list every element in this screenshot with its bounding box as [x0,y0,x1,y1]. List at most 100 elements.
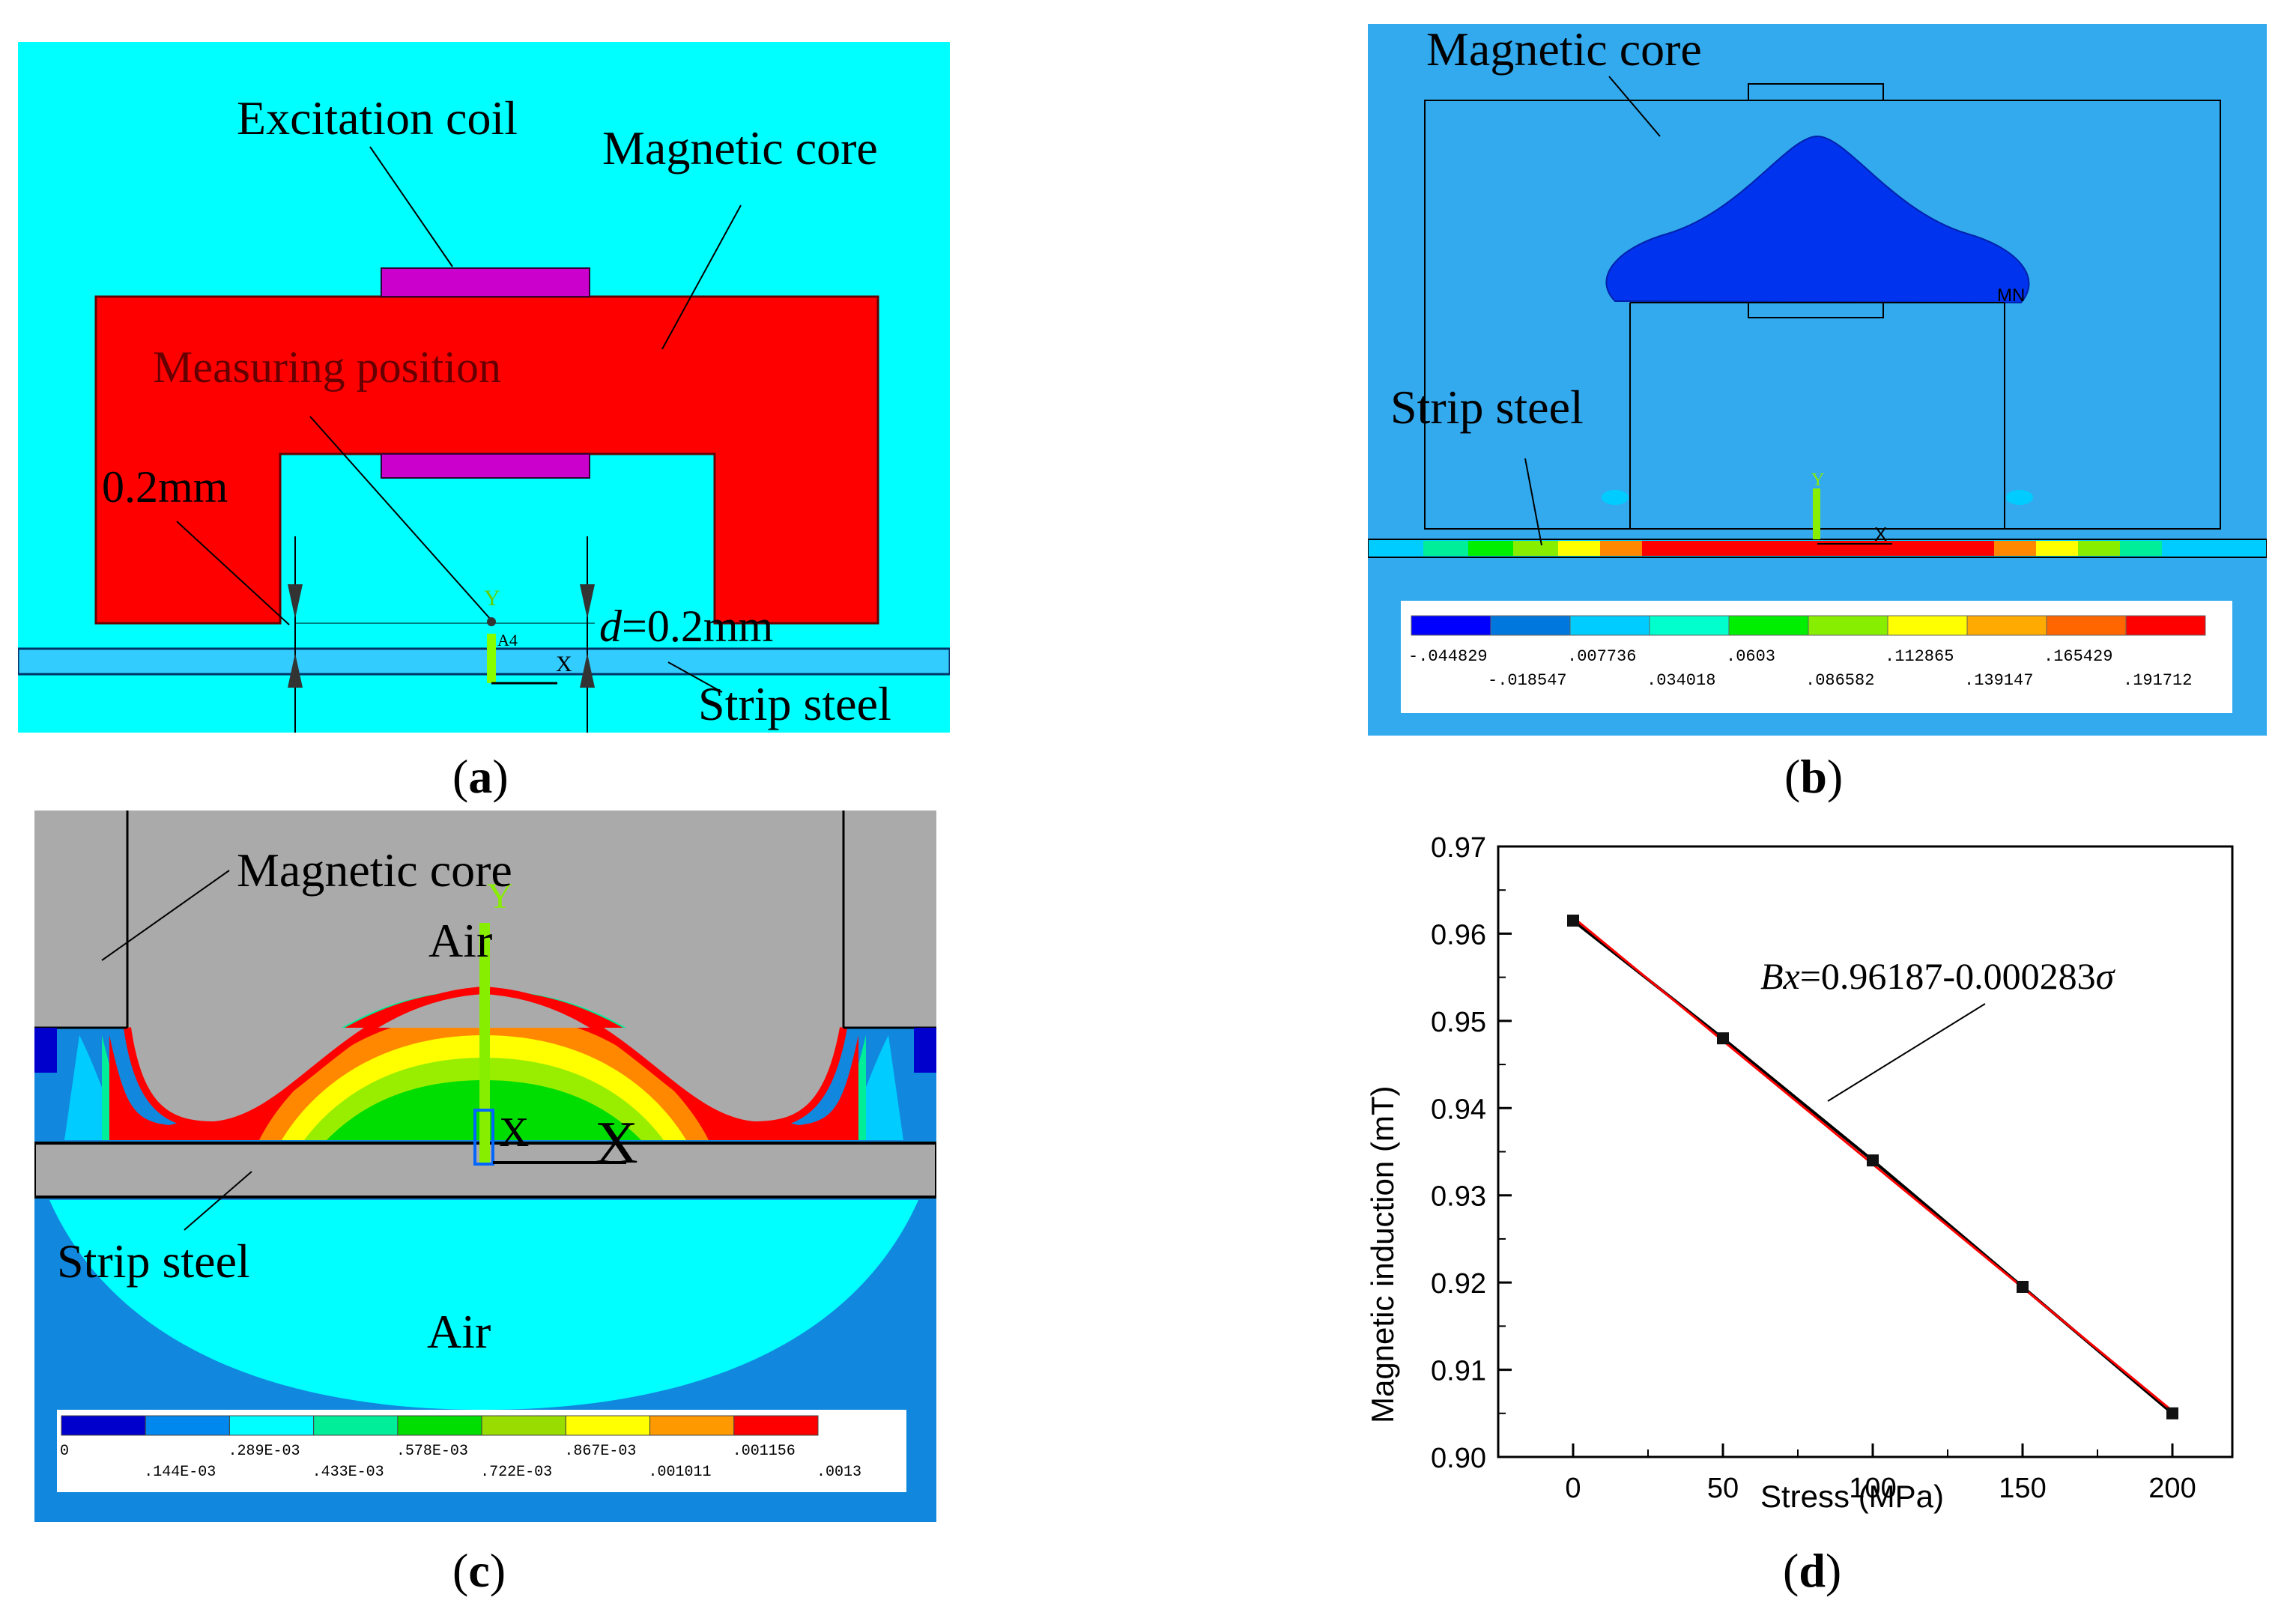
excitation-coil-top [381,267,590,297]
label-d-dimension: d=0.2mm [599,604,773,649]
caption-d: (d) [1783,1544,1842,1597]
corner-dark-left [34,1028,57,1073]
strip-band-1 [1423,541,1468,556]
gap-arrow-down [288,584,303,619]
caption-c: (c) [452,1544,506,1597]
magnetic-core [94,295,879,625]
equation-sigma: σ [2096,955,2116,997]
axis-x-label-b: X [1874,523,1887,545]
legend-c-swatch [397,1415,482,1436]
data-point [2166,1407,2178,1420]
legend-c-swatch [565,1415,651,1436]
axis-x-label: X [556,652,572,676]
legend-b-label-bottom: .086582 [1805,671,1874,690]
legend-c-label-bottom: .0013 [817,1464,861,1481]
y-axis-label: Magnetic induction (mT) [1365,1086,1400,1424]
axis-y-arrow-b [1813,488,1820,539]
legend-c-label-top: .289E-03 [228,1443,300,1460]
legend-b-label-bottom: .034018 [1647,671,1715,690]
core-frame [34,811,936,1028]
panel-a: Y X A4 Excitation coil Magnetic core Mea… [18,42,950,733]
legend-b-label-bottom: -.018547 [1488,671,1567,690]
panel-c-drawing: Y X X 0 .289E-03 .578E-03 .867E-03 .001156 .1… [34,811,936,1522]
label-gap: 0.2mm [102,462,228,512]
leg-tip-right [2006,490,2033,505]
label-excitation-coil: Excitation coil [237,91,518,145]
legend-c-label-top: .578E-03 [396,1443,468,1460]
mn-label: MN [1997,285,2025,306]
legend-b-swatch [1808,615,1888,636]
excitation-coil-leader [369,146,453,267]
x-axis-label: Stress (MPa) [1760,1479,1944,1514]
y-ticks: 0.90 0.91 0.92 0.93 0.94 0.95 0.96 0.97 [1431,832,1512,1474]
axis-y-label-c: Y [487,876,513,916]
magnetic-core-leader [661,204,742,350]
axis-y-label: Y [484,586,500,610]
legend-b-swatch [2125,615,2206,636]
strip-steel-leader-c [184,1171,252,1231]
magnetic-core-leader-b [1608,76,1661,137]
strip-band-3 [1513,541,1558,556]
strip-band-5 [1600,541,1642,556]
legend-c-label-top: 0 [60,1443,69,1460]
legend-c-label-bottom: .433E-03 [312,1464,384,1481]
strip-band-2 [1468,541,1513,556]
axis-y-label-b: Y [1811,470,1824,490]
y-tick-label: 0.91 [1431,1356,1486,1387]
caption-a: (a) [452,750,509,803]
d-arrow-up [580,653,595,688]
x-tick-label: 200 [2148,1473,2196,1504]
legend-b-swatch [1490,615,1571,636]
legend-c-label-top: .867E-03 [564,1443,636,1460]
data-point [1567,914,1579,927]
legend-b-swatch [1649,615,1730,636]
strip-band-8 [2036,541,2078,556]
legend-c-swatch [649,1415,735,1436]
axis-y-arrow [487,634,496,683]
gap-leader [176,521,290,625]
x-tick-label: 50 [1707,1473,1739,1504]
series-points [1567,914,2178,1420]
legend-b-swatch [1569,615,1650,636]
strip-band-4 [1558,541,1600,556]
strip-steel-leader [667,661,723,693]
legend-c-swatch [228,1415,315,1436]
equation-annotation: Bx=0.96187-0.000283σ [1760,955,2116,997]
legend-b-label-top: -.044829 [1408,647,1488,666]
strip-band-7 [1994,541,2036,556]
legend-b-label-bottom: .139147 [1964,671,2033,690]
node-label: A4 [497,631,518,649]
excitation-coil-bottom [381,453,590,479]
axis-x-label-c2: X [595,1110,638,1176]
panel-d: 0.90 0.91 0.92 0.93 0.94 0.95 0.96 0.97 0 50 100 1… [1333,809,2277,1551]
strip-steel [18,647,950,676]
data-point [2017,1280,2029,1293]
probe-outline [473,1109,494,1166]
y-tick-label: 0.92 [1431,1268,1486,1300]
legend-c-label-bottom: .144E-03 [144,1464,216,1481]
y-tick-label: 0.95 [1431,1007,1486,1038]
legend-b-label-bottom: .191712 [2123,671,2192,690]
legend-b-swatch [1966,615,2047,636]
legend-c-swatch [145,1415,230,1436]
legend-b-swatch [1728,615,1809,636]
legend-b-swatch [1887,615,1968,636]
axis-x-label-c1: X [499,1109,529,1156]
y-tick-label: 0.90 [1431,1443,1486,1474]
label-d-symbol: d [599,602,622,651]
strip-band-10 [2120,541,2162,556]
x-tick-label: 100 [1849,1473,1896,1504]
legend-c-label-bottom: .001011 [649,1464,712,1481]
equation-body: =0.96187-0.000283 [1800,955,2096,997]
d-arrow-down [580,584,595,619]
y-tick-label: 0.93 [1431,1181,1486,1213]
gap-arrow-up [288,653,303,688]
x-tick-label: 150 [1999,1473,2046,1504]
label-magnetic-core-a: Magnetic core [602,121,878,175]
legend-c-swatch [61,1415,146,1436]
y-tick-label: 0.97 [1431,832,1486,864]
legend-b-label-top: .112865 [1885,647,1954,666]
legend-b-colorbar [1411,615,2206,636]
strip-band-9 [2078,541,2120,556]
measuring-position-leader [309,416,492,621]
